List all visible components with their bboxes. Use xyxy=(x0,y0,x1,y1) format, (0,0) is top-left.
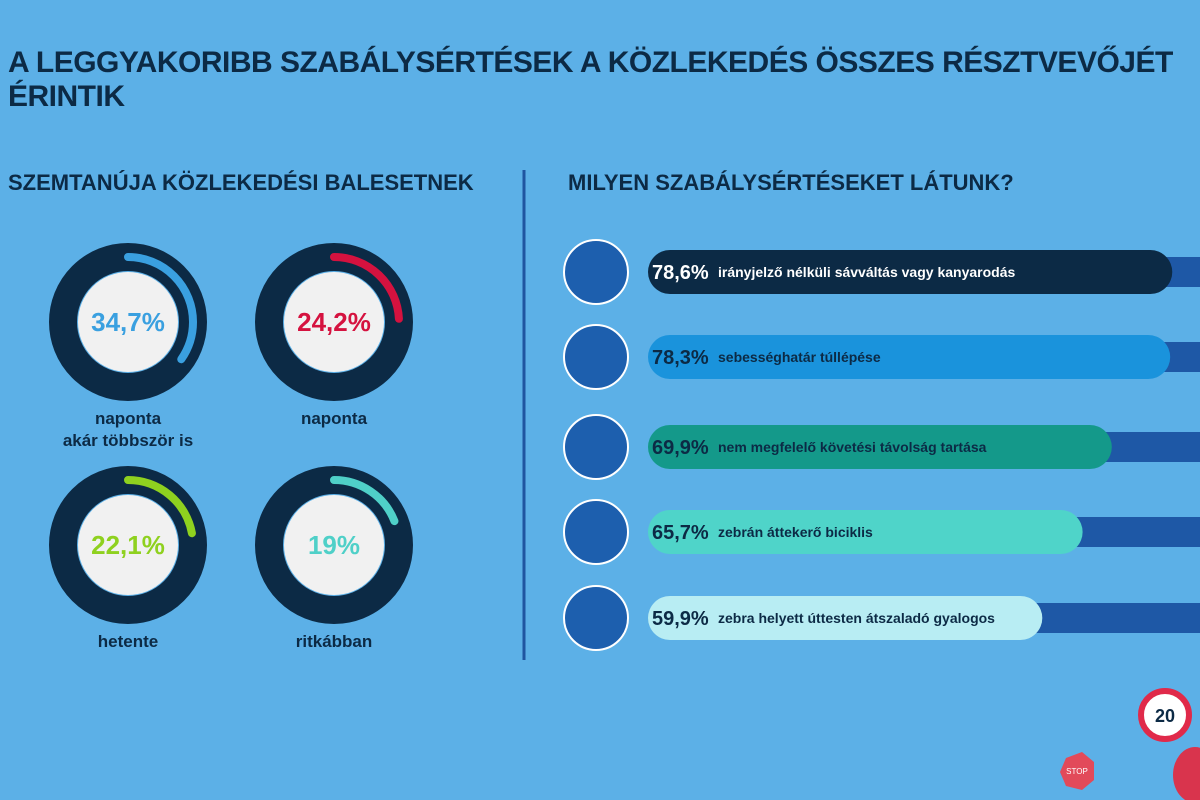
value-label: 24,2% xyxy=(297,307,371,337)
category-label: naponta xyxy=(300,409,368,428)
category-label: nem megfelelő követési távolság tartása xyxy=(718,439,987,455)
icon-bike xyxy=(563,499,629,565)
icon-pedestrian xyxy=(563,585,629,651)
value-label: 34,7% xyxy=(91,307,165,337)
chart-title: SZEMTANÚJA KÖZLEKEDÉSI BALESETNEK xyxy=(8,170,474,195)
bar xyxy=(648,425,1112,469)
speed-sign xyxy=(1138,688,1192,742)
donut-arc xyxy=(59,476,197,614)
bar xyxy=(648,510,1083,554)
value-label: 65,7% xyxy=(652,522,709,544)
donut-center xyxy=(284,272,384,372)
chart-title: MILYEN SZABÁLYSÉRTÉSEKET LÁTUNK? xyxy=(568,170,1014,195)
sign-text: 20 xyxy=(1155,706,1175,726)
value-label: 59,9% xyxy=(652,608,709,630)
icon-car xyxy=(563,239,629,305)
donut-center xyxy=(284,495,384,595)
category-label: naponta akár többször is xyxy=(62,409,194,450)
donut-arc xyxy=(59,253,197,391)
category-label: irányjelző nélküli sávváltás vagy kanyar… xyxy=(718,264,1015,280)
bar xyxy=(648,596,1043,640)
donut-center xyxy=(78,495,178,595)
category-label: zebra helyett úttesten átszaladó gyalogo… xyxy=(718,610,995,626)
value-label: 19% xyxy=(308,530,360,560)
value-label: 22,1% xyxy=(91,530,165,560)
stop-sign xyxy=(1060,752,1094,790)
icon-speed xyxy=(563,324,629,390)
icon-distance xyxy=(563,414,629,480)
car-decor xyxy=(1173,747,1200,800)
category-label: sebességhatár túllépése xyxy=(718,349,881,365)
value-label: 78,3% xyxy=(652,347,709,369)
page-title: A LEGGYAKORIBB SZABÁLYSÉRTÉSEK A KÖZLEKE… xyxy=(8,46,1173,113)
value-label: 78,6% xyxy=(652,262,709,284)
bar xyxy=(648,250,1173,294)
donut-arc xyxy=(265,253,403,391)
icons xyxy=(563,239,629,651)
sign-text: STOP xyxy=(1066,767,1088,776)
donut-arc xyxy=(265,476,403,614)
bar xyxy=(648,335,1171,379)
category-label: hetente xyxy=(97,632,159,651)
value-label: 69,9% xyxy=(652,437,709,459)
donut-center xyxy=(78,272,178,372)
category-label: ritkábban xyxy=(295,632,373,651)
category-label: zebrán áttekerő biciklis xyxy=(718,524,873,540)
